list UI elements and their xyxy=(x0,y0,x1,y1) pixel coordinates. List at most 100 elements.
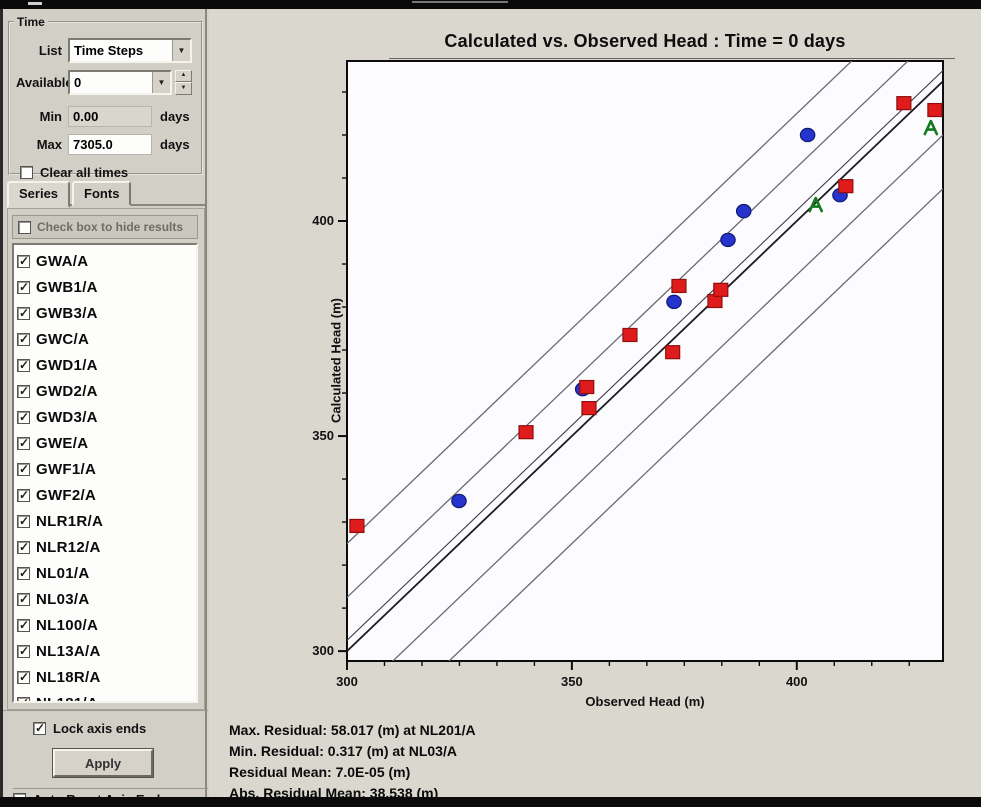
data-point-triangle xyxy=(923,119,939,136)
chevron-down-icon[interactable]: ▼ xyxy=(172,39,190,61)
target-checkbox[interactable] xyxy=(17,358,30,372)
hide-results-row: Check box to hide results xyxy=(12,215,198,239)
list-label: List xyxy=(38,42,62,58)
data-point-square xyxy=(622,327,638,343)
regression-line xyxy=(347,69,943,642)
target-name: NL18R/A xyxy=(36,668,101,686)
chart-title: Calculated vs. Observed Head : Time = 0 … xyxy=(444,31,846,51)
target-checkbox[interactable] xyxy=(17,514,30,528)
residual-statistics: Max. Residual: 58.017 (m) at NL201/A Min.… xyxy=(229,720,476,804)
y-axis-label: Calculated Head (m) xyxy=(328,298,344,423)
bottom-black-bar xyxy=(0,797,981,807)
target-list-item[interactable]: GWB3/A xyxy=(17,300,196,326)
scatter-plot: 300 350 400 300 350 400 xyxy=(312,60,944,689)
target-list-item[interactable]: NLR12/A xyxy=(17,534,196,560)
target-checkbox[interactable] xyxy=(17,488,30,502)
spin-up-button[interactable]: ▲ xyxy=(175,69,192,82)
data-point-square xyxy=(579,379,595,395)
available-time-combo[interactable]: 0 ▼ xyxy=(68,69,172,95)
target-list-item[interactable]: GWB1/A xyxy=(17,274,196,300)
target-list-item[interactable]: GWC/A xyxy=(17,326,196,352)
target-list-item[interactable]: NL18R/A xyxy=(17,664,196,690)
confidence-band-line xyxy=(347,61,853,545)
target-name: NLR12/A xyxy=(36,538,101,556)
time-list-combo[interactable]: Time Steps ▼ xyxy=(68,37,192,63)
data-point-square xyxy=(518,425,534,440)
target-checkbox[interactable] xyxy=(17,332,30,346)
target-list-item[interactable]: GWA/A xyxy=(17,248,196,274)
target-list-item[interactable]: NL01/A xyxy=(17,560,196,586)
target-list-item[interactable]: NL100/A xyxy=(17,612,196,638)
target-checkbox[interactable] xyxy=(17,306,30,320)
plot-dialog: Time List Time Steps ▼ Available 0 ▼ xyxy=(0,9,981,807)
x-axis-tick-label: 350 xyxy=(561,674,583,689)
target-checkbox[interactable] xyxy=(17,254,30,268)
target-name: GWA/A xyxy=(36,252,89,270)
data-point-square xyxy=(665,345,681,360)
target-name: GWB3/A xyxy=(36,304,98,322)
top-black-bar xyxy=(0,0,981,9)
tab-series[interactable]: Series xyxy=(7,181,71,208)
lock-axes-checkbox[interactable] xyxy=(33,721,46,735)
target-list-item[interactable]: GWE/A xyxy=(17,430,196,456)
available-time-value: 0 xyxy=(74,74,82,90)
target-checkbox[interactable] xyxy=(17,540,30,554)
target-list-item[interactable]: GWF2/A xyxy=(17,482,196,508)
target-list-item[interactable]: NL13A/A xyxy=(17,638,196,664)
target-name: GWD3/A xyxy=(36,408,98,426)
available-label: Available xyxy=(16,74,73,90)
target-list-item[interactable]: NL03/A xyxy=(17,586,196,612)
target-name: GWF1/A xyxy=(36,460,97,478)
target-name: GWD1/A xyxy=(36,356,98,374)
time-spinner: ▲ ▼ xyxy=(175,69,192,95)
confidence-band-line xyxy=(448,187,943,661)
time-list-value: Time Steps xyxy=(74,42,144,58)
tab-fonts[interactable]: Fonts xyxy=(72,181,132,206)
target-name: NL03/A xyxy=(36,590,90,608)
target-checkbox[interactable] xyxy=(17,696,30,701)
one-to-one-line xyxy=(347,79,943,653)
target-checkbox[interactable] xyxy=(17,410,30,424)
target-checkbox[interactable] xyxy=(17,644,30,658)
target-list-item[interactable]: NL181/A xyxy=(17,690,196,701)
x-axis-tick-label: 400 xyxy=(786,674,808,689)
control-sidebar: Time List Time Steps ▼ Available 0 ▼ xyxy=(0,9,208,807)
spin-down-button[interactable]: ▼ xyxy=(175,82,192,95)
target-name: NL01/A xyxy=(36,564,90,582)
x-axis-tick-label: 300 xyxy=(336,674,358,689)
data-point-circle xyxy=(666,294,682,310)
data-point-square xyxy=(671,278,687,294)
confidence-band-line xyxy=(347,61,909,599)
target-checkbox[interactable] xyxy=(17,280,30,294)
target-checkbox[interactable] xyxy=(17,592,30,606)
axis-controls: Lock axis ends Apply xyxy=(3,710,208,782)
min-label: Min xyxy=(39,108,62,124)
series-tab-panel: Check box to hide results GWA/A GWB1/A GWB… xyxy=(7,208,205,710)
min-units: days xyxy=(160,108,190,124)
tab-strip: Series Fonts xyxy=(7,181,205,208)
data-point-square xyxy=(713,282,729,297)
target-list-item[interactable]: NLR1R/A xyxy=(17,508,196,534)
target-name: GWE/A xyxy=(36,434,89,452)
target-checkbox[interactable] xyxy=(17,618,30,632)
target-list-item[interactable]: GWD3/A xyxy=(17,404,196,430)
target-name: GWC/A xyxy=(36,330,90,348)
max-label: Max xyxy=(36,136,62,152)
target-checkbox[interactable] xyxy=(17,436,30,450)
chevron-down-icon[interactable]: ▼ xyxy=(152,71,170,93)
data-point-square xyxy=(927,102,943,118)
target-checkbox[interactable] xyxy=(17,384,30,398)
target-checkbox[interactable] xyxy=(17,566,30,580)
target-list-item[interactable]: GWD1/A xyxy=(17,352,196,378)
target-list-item[interactable]: GWF1/A xyxy=(17,456,196,482)
target-checkbox[interactable] xyxy=(17,462,30,476)
target-list-item[interactable]: GWD2/A xyxy=(17,378,196,404)
clear-times-checkbox[interactable] xyxy=(20,165,33,179)
hide-results-label: Check box to hide results xyxy=(37,220,184,234)
hide-results-checkbox[interactable] xyxy=(18,220,31,234)
target-checkbox[interactable] xyxy=(17,670,30,684)
target-name: GWB1/A xyxy=(36,278,98,296)
clear-times-label: Clear all times xyxy=(40,164,129,180)
apply-button[interactable]: Apply xyxy=(53,749,153,777)
target-list[interactable]: GWA/A GWB1/A GWB3/A GWC/A GWD1/A GWD2/A GWD3/A… xyxy=(12,243,198,703)
